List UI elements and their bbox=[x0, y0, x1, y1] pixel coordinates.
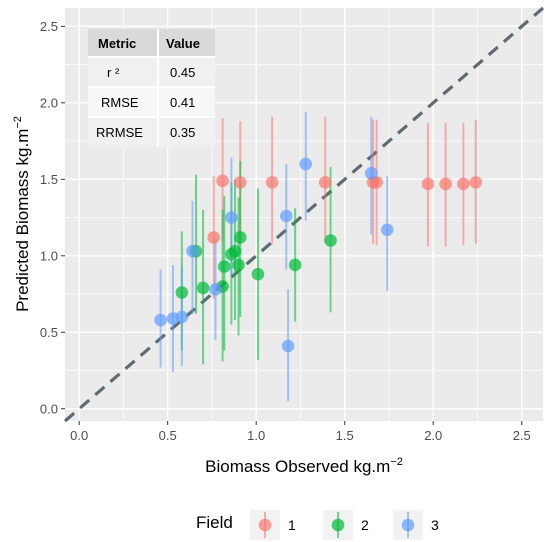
table-cell-value: 0.35 bbox=[170, 125, 195, 140]
data-point bbox=[175, 286, 189, 299]
legend-label: 2 bbox=[361, 517, 369, 533]
x-tick-label: 0.0 bbox=[70, 428, 88, 443]
y-tick-label: 1.5 bbox=[40, 172, 58, 187]
legend-label: 1 bbox=[288, 517, 296, 533]
y-tick-label: 0.0 bbox=[40, 401, 58, 416]
table-cell-value: 0.41 bbox=[170, 95, 195, 110]
table-header-metric: Metric bbox=[98, 36, 136, 51]
data-point bbox=[186, 244, 199, 258]
data-point bbox=[233, 176, 247, 189]
data-point bbox=[370, 176, 383, 189]
y-axis-title-sup: −2 bbox=[12, 116, 24, 129]
data-point bbox=[225, 211, 238, 224]
data-point bbox=[324, 234, 337, 247]
data-point bbox=[218, 260, 231, 273]
reference-line bbox=[63, 6, 545, 423]
data-point bbox=[216, 174, 229, 188]
data-point bbox=[154, 313, 167, 327]
data-point bbox=[318, 176, 332, 189]
table-header-bg bbox=[88, 29, 215, 57]
y-axis-title-text: Predicted Biomass kg.m bbox=[13, 129, 32, 312]
legend-key-point bbox=[401, 518, 415, 532]
table-cell-metric: r ² bbox=[107, 65, 120, 80]
axis-ticks bbox=[61, 25, 523, 425]
metrics-table: Metric Value r ² 0.45 RMSE 0.41 RRMSE 0.… bbox=[88, 29, 215, 147]
data-point bbox=[251, 267, 265, 281]
table-row-bg bbox=[88, 87, 215, 117]
data-point bbox=[288, 258, 302, 272]
data-point bbox=[380, 223, 394, 237]
data-point bbox=[421, 177, 435, 191]
y-tick-label: 0.5 bbox=[40, 325, 58, 340]
data-point bbox=[299, 157, 313, 171]
data-point bbox=[232, 258, 245, 272]
table-row-bg bbox=[88, 117, 215, 147]
data-point bbox=[265, 176, 279, 189]
data-point bbox=[469, 176, 483, 189]
data-point bbox=[439, 177, 452, 191]
data-point bbox=[457, 177, 470, 191]
x-tick-label: 2.5 bbox=[513, 428, 531, 443]
table-row-bg bbox=[88, 57, 215, 87]
y-tick-label: 1.0 bbox=[40, 248, 58, 263]
x-axis-title: Biomass Observed kg.m−2 bbox=[205, 456, 403, 476]
legend: Field 1 2 3 bbox=[196, 510, 439, 540]
table-cell-metric: RRMSE bbox=[96, 125, 143, 140]
x-axis-title-text: Biomass Observed kg.m bbox=[205, 457, 390, 476]
x-tick-label: 2.0 bbox=[424, 428, 442, 443]
data-point bbox=[279, 209, 293, 223]
table-cell-value: 0.45 bbox=[170, 65, 195, 80]
data-point bbox=[228, 244, 242, 258]
legend-key-point bbox=[331, 518, 345, 532]
legend-key-point bbox=[258, 518, 272, 532]
data-point bbox=[364, 166, 378, 180]
legend-title: Field bbox=[196, 513, 233, 532]
x-tick-label: 1.0 bbox=[247, 428, 265, 443]
data-point bbox=[196, 281, 210, 295]
x-axis-title-sup: −2 bbox=[390, 456, 403, 468]
data-point bbox=[175, 310, 189, 324]
legend-items: 1 2 3 bbox=[250, 510, 439, 540]
data-point bbox=[281, 339, 295, 353]
y-tick-label: 2.5 bbox=[40, 19, 58, 34]
data-points bbox=[154, 157, 483, 353]
axis-tick-labels: 0.0 0.5 1.0 1.5 2.0 2.5 0.0 0.5 1.0 1.5 2.0 2.5 bbox=[40, 19, 531, 443]
data-point bbox=[207, 231, 221, 244]
x-tick-label: 0.5 bbox=[159, 428, 177, 443]
legend-label: 3 bbox=[431, 517, 439, 533]
table-cell-metric: RMSE bbox=[101, 95, 139, 110]
y-tick-label: 2.0 bbox=[40, 95, 58, 110]
data-point bbox=[209, 283, 222, 296]
y-axis-title: Predicted Biomass kg.m−2 bbox=[12, 116, 32, 312]
x-tick-label: 1.5 bbox=[336, 428, 354, 443]
table-header-value: Value bbox=[166, 36, 200, 51]
data-point bbox=[233, 231, 247, 244]
